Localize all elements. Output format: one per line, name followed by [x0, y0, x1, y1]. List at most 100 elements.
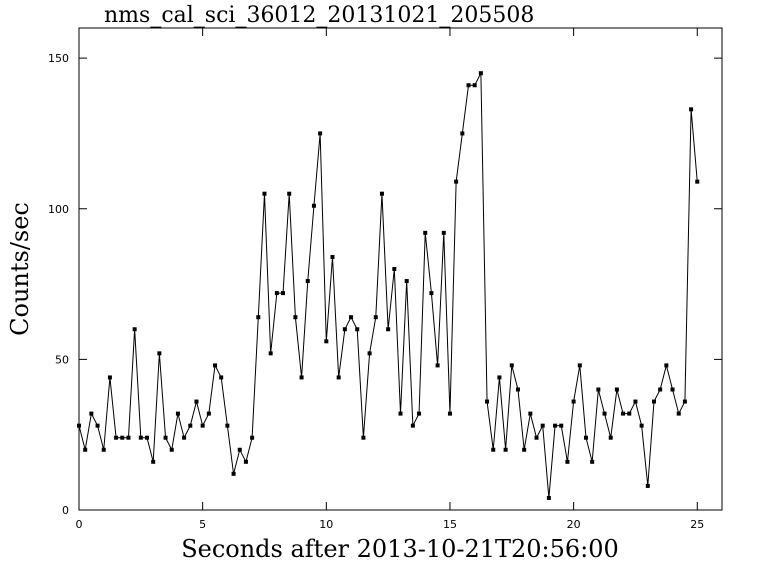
data-point [553, 423, 558, 428]
data-point [682, 399, 687, 404]
data-point [695, 179, 700, 184]
data-point [398, 411, 403, 416]
data-point [571, 399, 576, 404]
data-point [528, 411, 533, 416]
x-tick-label: 20 [567, 518, 581, 531]
data-point [645, 483, 650, 488]
data-point [373, 315, 378, 320]
y-tick-label: 150 [48, 52, 69, 65]
data-point [194, 399, 199, 404]
data-point [633, 399, 638, 404]
data-point [540, 423, 545, 428]
data-point [243, 459, 248, 464]
data-point [429, 291, 434, 296]
data-point [670, 387, 675, 392]
x-tick-label: 5 [199, 518, 206, 531]
y-tick-label: 0 [62, 504, 69, 517]
data-point [225, 423, 230, 428]
data-point [188, 423, 193, 428]
data-point [355, 327, 360, 332]
data-point [324, 339, 329, 344]
data-point [509, 363, 514, 368]
data-point [107, 375, 112, 380]
data-point [478, 71, 483, 76]
data-point [237, 447, 242, 452]
data-point [175, 411, 180, 416]
data-point [101, 447, 106, 452]
data-point [689, 107, 694, 112]
data-point [596, 387, 601, 392]
data-point [621, 411, 626, 416]
data-point [392, 267, 397, 271]
data-point [206, 411, 211, 416]
y-tick-label: 50 [55, 353, 69, 366]
data-point [250, 435, 255, 440]
data-point [213, 363, 218, 368]
data-point [169, 447, 174, 452]
data-point [138, 435, 143, 440]
data-point [602, 411, 607, 416]
data-point [676, 411, 681, 416]
data-point [491, 447, 496, 452]
data-point [522, 447, 527, 452]
data-point [299, 375, 304, 380]
data-point [404, 279, 409, 284]
data-point [410, 423, 415, 428]
data-point [120, 435, 125, 440]
data-point [651, 399, 656, 404]
data-point [336, 375, 341, 380]
data-point [534, 435, 539, 440]
data-point [83, 447, 88, 452]
data-point [503, 447, 508, 452]
data-point [367, 351, 372, 356]
data-point [664, 363, 669, 368]
data-point [311, 203, 316, 208]
plot-frame [78, 27, 723, 511]
data-point [151, 459, 156, 464]
data-point [157, 351, 162, 356]
data-point [293, 315, 298, 320]
y-tick-label: 100 [48, 203, 69, 216]
data-point [379, 191, 384, 196]
data-point [256, 315, 261, 320]
data-point [231, 471, 236, 476]
data-point [89, 411, 94, 416]
data-point [515, 387, 520, 392]
data-point [77, 423, 81, 428]
data-point [318, 131, 323, 136]
data-point [342, 327, 347, 332]
data-point [386, 327, 391, 332]
x-tick-label: 10 [319, 518, 333, 531]
data-point [145, 435, 150, 440]
data-point [114, 435, 119, 440]
x-tick-label: 0 [76, 518, 83, 531]
data-point [281, 291, 286, 296]
data-point [497, 375, 502, 380]
data-point [627, 411, 632, 416]
data-point [441, 230, 446, 235]
chart-title: nms_cal_sci_36012_20131021_205508 [104, 3, 534, 28]
data-point [472, 83, 477, 88]
data-point [546, 495, 551, 500]
y-axis-label: Counts/sec [6, 202, 34, 336]
data-point [163, 435, 168, 440]
data-point [565, 459, 570, 464]
data-point [95, 423, 100, 428]
data-point [583, 435, 588, 440]
data-point [466, 83, 471, 88]
data-point [132, 327, 137, 332]
data-point [608, 435, 613, 440]
data-point [274, 291, 279, 296]
data-point [454, 179, 459, 184]
data-point [349, 315, 354, 320]
data-point [658, 387, 663, 392]
x-tick-label: 25 [690, 518, 704, 531]
data-point [262, 191, 267, 196]
data-point [559, 423, 564, 428]
data-line [78, 72, 698, 498]
data-point [423, 230, 428, 235]
data-point [485, 399, 490, 404]
data-point [219, 375, 224, 380]
data-point [200, 423, 205, 428]
